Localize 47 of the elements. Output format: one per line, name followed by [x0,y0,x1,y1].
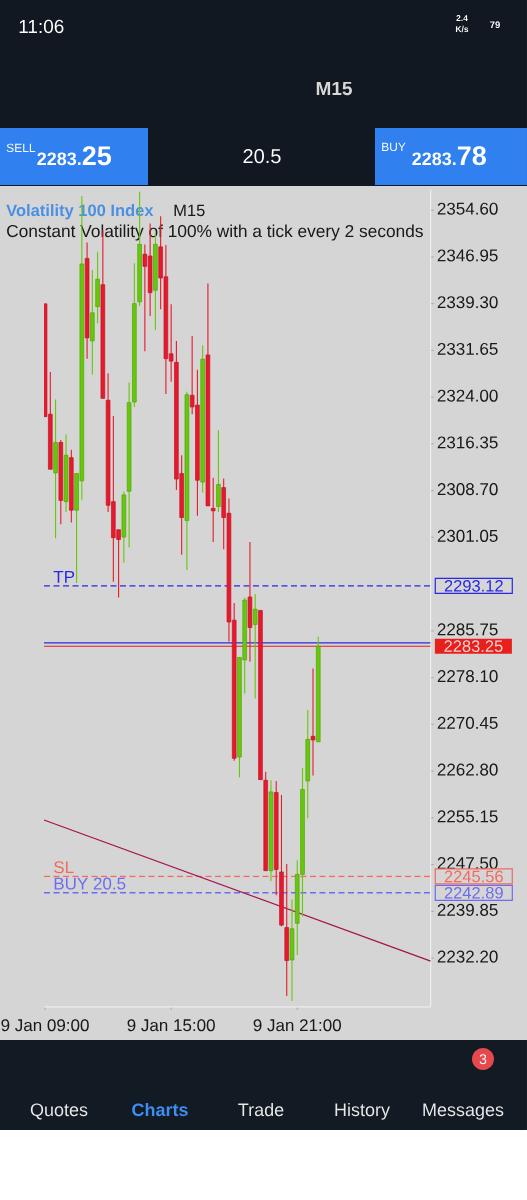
x-tick-label: 9 Jan 15:00 [127,1019,215,1032]
ref-line-label: 2293.12 [444,580,503,592]
y-tick-label: 2255.15 [437,810,498,823]
text: History [335,1102,390,1120]
text: Quotes [30,1103,88,1120]
ref-line-label: 2283.25 [444,640,503,652]
text: Trade [238,1102,284,1117]
y-tick-label: 2285.75 [437,623,498,636]
text: BUY [382,142,406,152]
text: SELL [6,143,36,153]
text: 11:06 [19,19,64,34]
y-tick-label: 2324.00 [437,389,498,402]
candlestick [252,593,258,699]
y-tick-label: 2346.95 [437,249,498,262]
text: 2283.78 [412,146,486,166]
y-tick-label: 2232.20 [437,950,498,963]
candlestick [210,477,216,543]
y-tick-label: 2278.10 [437,670,498,683]
y-tick-label: 2316.35 [437,436,498,449]
text: 20.5 [243,149,281,164]
text: M15 [316,81,352,96]
y-tick-label: 2247.50 [437,857,498,870]
y-tick-label: 2354.60 [437,202,498,215]
annotation: M15 [174,204,205,217]
y-tick-label: 2308.70 [437,483,498,496]
y-tick-label: 2301.05 [437,529,498,542]
ref-line-label: 2245.56 [444,870,503,883]
y-tick-label: 2262.80 [437,763,498,776]
candlestick [216,429,221,513]
ref-line-label: 2242.89 [444,886,503,899]
y-tick-label: 2331.65 [437,342,498,355]
x-tick-label: 9 Jan 21:00 [253,1019,341,1032]
text: K/s [455,25,469,33]
text: 3 [479,1054,487,1065]
annotation: SL [54,861,74,874]
y-tick-label: 2339.30 [437,296,498,309]
text: Messages [423,1103,504,1120]
y-tick-label: 2239.85 [437,903,498,916]
annotation: TP [53,570,75,583]
candlestick [310,667,316,776]
text: 2283.25 [37,146,112,166]
text: Charts [132,1102,188,1117]
annotation: BUY 20.5 [54,877,126,890]
text: 2.4 [456,15,468,21]
y-tick-label: 2270.45 [437,716,498,729]
x-tick-label: 9 Jan 09:00 [1,1019,89,1032]
text: 79 [490,21,500,29]
